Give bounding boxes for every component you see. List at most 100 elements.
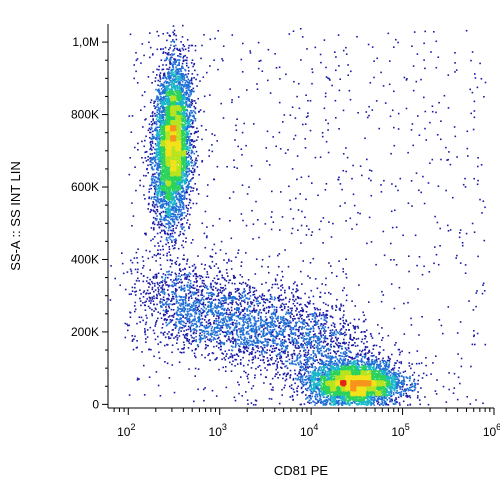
event-dot xyxy=(236,354,239,356)
event-dot xyxy=(416,350,419,352)
event-dot xyxy=(184,272,186,275)
event-dot xyxy=(347,363,350,365)
event-dot xyxy=(220,308,223,310)
event-dot xyxy=(408,379,411,382)
event-dot xyxy=(154,282,156,285)
event-dot xyxy=(459,382,461,385)
event-dot xyxy=(318,368,320,371)
event-dot xyxy=(213,338,215,340)
event-dot xyxy=(182,320,185,323)
event-dot xyxy=(325,277,327,280)
event-dot xyxy=(312,352,315,354)
event-dot xyxy=(160,298,162,300)
event-dot xyxy=(290,311,292,314)
event-dot xyxy=(234,365,236,367)
event-dot xyxy=(150,147,152,149)
event-dot xyxy=(215,331,218,334)
event-dot xyxy=(275,337,278,340)
event-dot xyxy=(251,341,253,343)
event-dot xyxy=(311,231,314,233)
event-dot xyxy=(175,279,178,282)
event-dot xyxy=(248,298,250,301)
event-dot xyxy=(342,352,345,355)
event-dot xyxy=(124,322,127,325)
event-dot xyxy=(324,292,326,294)
event-dot xyxy=(267,360,269,362)
event-dot xyxy=(186,318,188,321)
event-dot xyxy=(276,343,279,346)
event-dot xyxy=(255,258,258,260)
event-dot xyxy=(211,295,213,298)
event-dot xyxy=(362,311,364,314)
event-dot xyxy=(273,306,276,308)
event-dot xyxy=(264,301,267,304)
event-dot xyxy=(373,76,375,79)
event-dot xyxy=(284,339,286,342)
event-dot xyxy=(326,317,328,319)
event-dot xyxy=(325,401,328,404)
event-dot xyxy=(271,350,273,353)
event-dot xyxy=(296,95,298,98)
event-dot xyxy=(190,126,193,128)
event-dot xyxy=(176,342,178,344)
event-dot xyxy=(284,335,286,338)
event-dot xyxy=(203,310,205,312)
event-dot xyxy=(205,321,208,323)
event-dot xyxy=(377,364,380,366)
event-dot xyxy=(139,184,141,187)
event-dot xyxy=(305,198,307,201)
event-dot xyxy=(191,126,194,129)
event-dot xyxy=(179,299,182,301)
event-dot xyxy=(400,391,403,393)
event-dot xyxy=(289,199,291,202)
event-dot xyxy=(185,277,188,280)
event-dot xyxy=(192,239,194,241)
event-dot xyxy=(337,346,340,349)
event-dot xyxy=(242,356,244,359)
event-dot xyxy=(197,289,200,291)
event-dot xyxy=(413,378,416,381)
event-dot xyxy=(146,317,148,319)
event-dot xyxy=(302,366,304,368)
event-dot xyxy=(254,334,257,336)
event-dot xyxy=(287,149,289,151)
event-dot xyxy=(167,71,170,73)
event-dot xyxy=(423,96,425,99)
event-dot xyxy=(223,320,225,322)
event-dot xyxy=(344,347,347,349)
event-dot xyxy=(181,307,183,310)
event-dot xyxy=(176,72,179,74)
event-dot xyxy=(254,374,256,377)
event-dot xyxy=(187,340,190,343)
event-dot xyxy=(297,345,300,347)
event-dot xyxy=(156,68,158,71)
event-dot xyxy=(407,388,410,391)
event-dot xyxy=(243,308,246,310)
event-dot xyxy=(207,332,210,334)
event-dot xyxy=(215,345,218,347)
event-dot xyxy=(415,362,418,365)
event-dot xyxy=(188,193,191,196)
event-dot xyxy=(352,400,355,403)
event-dot xyxy=(258,60,261,62)
event-dot xyxy=(217,293,219,295)
event-dot xyxy=(229,311,231,314)
event-dot xyxy=(207,326,210,329)
event-dot xyxy=(321,354,323,357)
event-dot xyxy=(162,273,165,275)
event-dot xyxy=(241,154,243,156)
event-dot xyxy=(300,362,303,365)
event-dot xyxy=(209,94,211,96)
event-dot xyxy=(147,305,150,308)
event-dot xyxy=(394,344,396,346)
event-dot xyxy=(183,258,185,261)
event-dot xyxy=(156,218,158,220)
event-dot xyxy=(174,244,176,246)
event-dot xyxy=(227,357,230,360)
event-dot xyxy=(159,257,162,259)
event-dot xyxy=(288,358,291,361)
event-dot xyxy=(269,383,272,385)
event-dot xyxy=(387,334,390,337)
event-dot xyxy=(230,345,233,347)
event-dot xyxy=(203,95,206,98)
